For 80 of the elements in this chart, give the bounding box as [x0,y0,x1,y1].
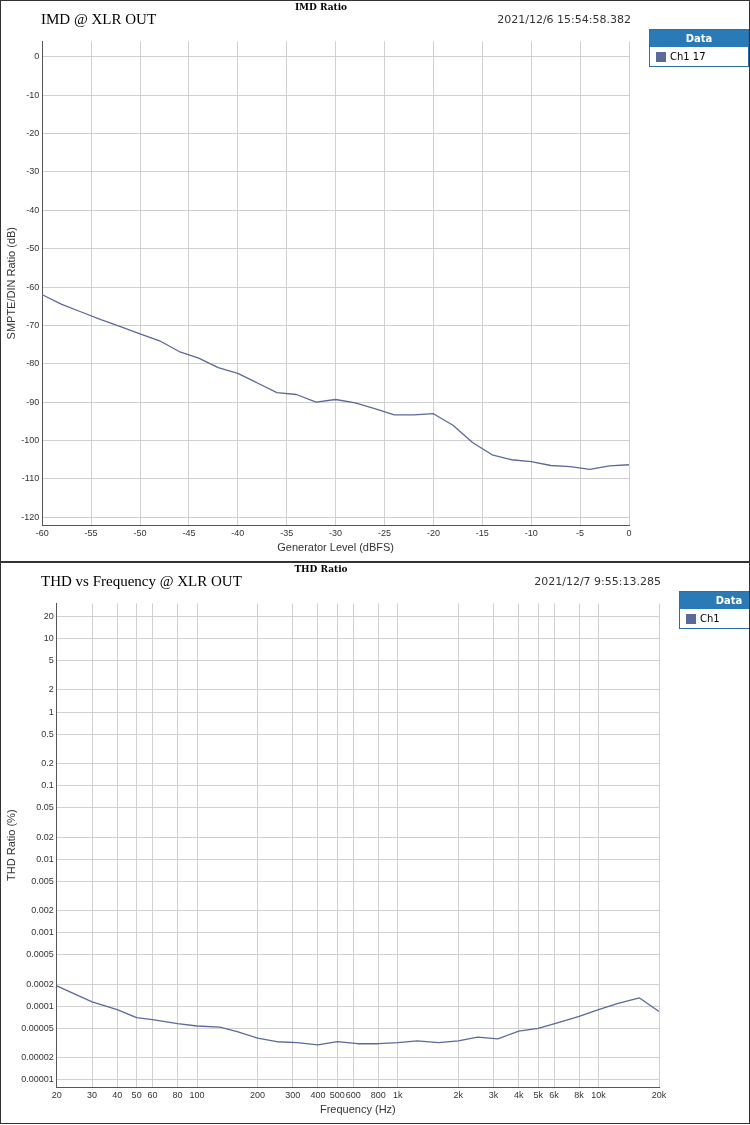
legend-label: Ch1 17 [670,51,706,62]
x-tick-label: -15 [475,527,489,538]
y-tick-label: 0.00005 [21,1022,54,1033]
x-tick-label: 80 [172,1089,183,1100]
x-tick-label: -40 [231,527,245,538]
x-axis-title: Frequency (Hz) [319,1103,396,1116]
text: 2021/12/6 15:54:58.382 [497,13,631,26]
legend-title: Data [680,592,750,609]
y-tick-label: 0 [34,51,40,62]
x-tick-label: 5k [533,1089,544,1100]
y-tick-label: -20 [26,128,40,138]
x-tick-label: 10k [591,1089,607,1100]
x-tick-label: 60 [147,1089,158,1100]
y-axis-title: THD Ratio (%) [4,809,17,881]
y-tick-label: 2 [48,684,54,695]
y-tick-label: 0.02 [36,831,54,842]
x-axis-title: Generator Level (dBFS) [277,541,394,554]
x-tick-label: -25 [378,527,392,538]
y-tick-label: -10 [26,89,40,100]
y-tick-label: -80 [26,358,40,369]
x-tick-label: 0 [626,527,632,538]
x-tick-label: 400 [310,1089,326,1100]
y-tick-label: 10 [43,632,54,643]
x-tick-label: 8k [574,1089,585,1100]
x-tick-label: -35 [280,527,294,538]
y-tick-label: 0.05 [36,802,54,813]
x-tick-label: 2k [453,1089,464,1100]
x-tick-label: 800 [370,1089,386,1100]
y-tick-label: -120 [21,511,40,522]
text: 2021/12/7 9:55:13.285 [534,575,661,588]
y-tick-label: 0.0001 [26,1000,54,1011]
y-tick-label: 0.0005 [26,949,54,960]
x-tick-label: 300 [285,1089,301,1100]
x-tick-label: 500 [329,1089,345,1100]
x-tick-label: 30 [87,1089,98,1100]
y-tick-label: 0.01 [36,853,54,864]
x-tick-label: 600 [345,1089,361,1100]
y-tick-label: 0.0002 [26,978,54,989]
y-tick-label: -70 [26,319,40,330]
y-tick-label: -50 [26,243,40,254]
legend-label: Ch1 [700,613,720,624]
y-tick-label: 0.00001 [21,1074,54,1085]
y-tick-label: 5 [48,655,54,666]
x-tick-label: 20k [651,1089,667,1100]
x-tick-label: 6k [549,1089,560,1100]
x-tick-label: 1k [393,1089,404,1100]
y-tick-label: -100 [21,435,40,446]
y-tick-label: 0.005 [31,875,54,886]
x-tick-label: -20 [426,527,440,538]
chart-title: IMD @ XLR OUT [41,11,157,28]
y-axis-title: SMPTE/DIN Ratio (dB) [4,226,17,340]
chart-subtitle: IMD Ratio [293,2,349,12]
y-tick-label: -90 [26,396,40,407]
chart-subtitle: THD Ratio [293,564,349,574]
y-tick-label: 0.00002 [21,1052,54,1063]
x-tick-label: -30 [329,527,343,538]
legend-title: Data [650,30,748,47]
y-tick-label: -60 [26,281,40,292]
y-tick-label: 0.002 [31,905,54,916]
x-tick-label: 50 [131,1089,142,1100]
x-tick-label: 200 [249,1089,265,1100]
x-tick-label: 3k [488,1089,499,1100]
y-tick-label: -110 [21,473,40,484]
x-tick-label: 40 [112,1089,123,1100]
y-tick-label: 0.001 [31,927,54,938]
y-tick-label: 0.5 [41,728,54,739]
y-tick-label: 0.1 [41,780,54,791]
y-tick-label: -30 [26,166,40,177]
y-tick-label: 0.2 [41,757,54,768]
chart-title: THD vs Frequency @ XLR OUT [41,573,242,590]
x-tick-label: 4k [513,1089,524,1100]
x-tick-label: -50 [133,527,147,538]
x-tick-label: -10 [524,527,538,538]
y-tick-label: 20 [43,610,54,621]
x-tick-label: -55 [84,527,98,538]
x-tick-label: -5 [576,527,585,538]
x-tick-label: -45 [182,527,196,538]
y-tick-label: 1 [48,706,54,717]
y-tick-label: -40 [26,204,40,215]
x-tick-label: 100 [189,1089,205,1100]
